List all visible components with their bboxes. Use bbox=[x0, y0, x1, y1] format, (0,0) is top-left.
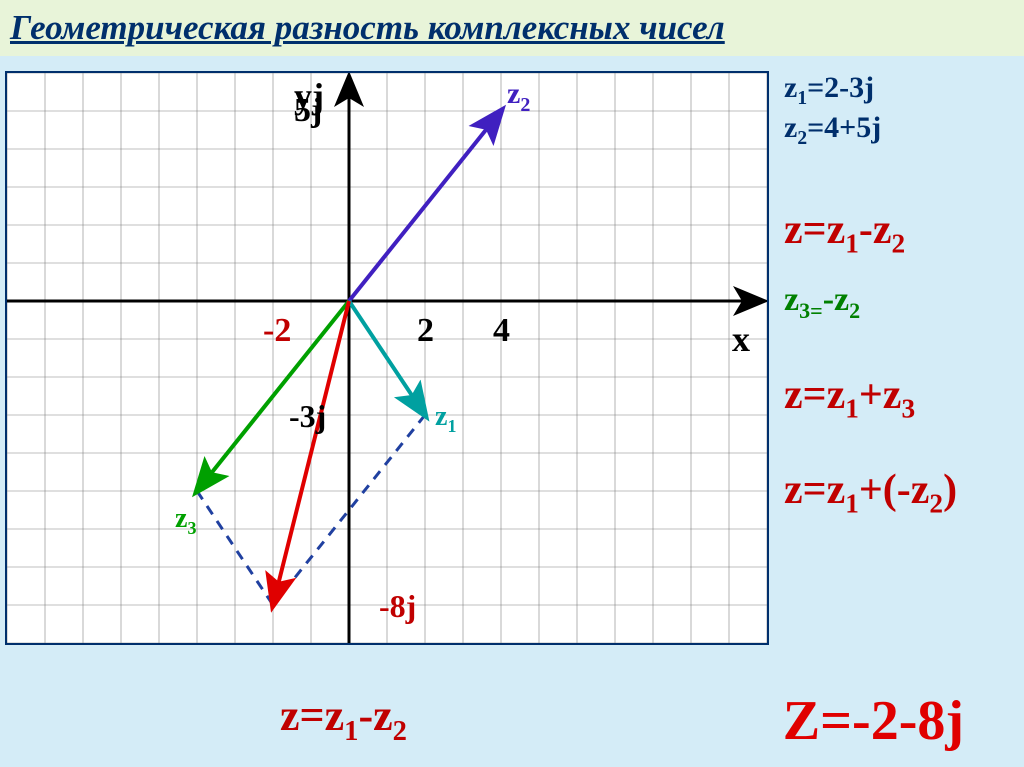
formula-eq3: z=z1+z3 bbox=[784, 371, 915, 424]
svg-text:x: x bbox=[732, 319, 750, 359]
formula-eq4: z=z1+(-z2) bbox=[784, 466, 957, 519]
formula-eq2: z3=-z2 bbox=[784, 281, 860, 324]
svg-text:z1: z1 bbox=[435, 401, 456, 436]
bottom-formulas: z=z1-z2 Z=-2-8j bbox=[0, 688, 1024, 758]
svg-text:5j: 5j bbox=[294, 92, 322, 129]
formula-def-z2: z2=4+5j bbox=[784, 111, 881, 150]
formula-def-z1: z1=2-3j bbox=[784, 71, 874, 110]
title-bar: Геометрическая разность комплексных чисе… bbox=[0, 0, 1024, 56]
bottom-formula-left: z=z1-z2 bbox=[280, 690, 407, 748]
chart-svg: yj5jx-224-3j-8jz2z1z3 bbox=[7, 73, 767, 643]
svg-text:-8j: -8j bbox=[379, 588, 416, 624]
main-area: yj5jx-224-3j-8jz2z1z3 z1=2-3j z2=4+5j z=… bbox=[0, 56, 1024, 763]
page-title: Геометрическая разность комплексных чисе… bbox=[10, 8, 725, 47]
svg-text:-3j: -3j bbox=[289, 398, 326, 434]
slide: Геометрическая разность комплексных чисе… bbox=[0, 0, 1024, 767]
svg-text:4: 4 bbox=[493, 312, 510, 349]
svg-text:-2: -2 bbox=[263, 312, 291, 349]
chart-container: yj5jx-224-3j-8jz2z1z3 bbox=[5, 71, 769, 645]
svg-text:z2: z2 bbox=[507, 77, 530, 116]
svg-text:2: 2 bbox=[417, 312, 434, 349]
bottom-formula-right: Z=-2-8j bbox=[783, 689, 964, 753]
formula-eq1: z=z1-z2 bbox=[784, 206, 905, 259]
formulas-panel: z1=2-3j z2=4+5j z=z1-z2 z3=-z2 z=z1+z3 z… bbox=[784, 71, 1024, 631]
svg-text:z3: z3 bbox=[175, 503, 196, 538]
